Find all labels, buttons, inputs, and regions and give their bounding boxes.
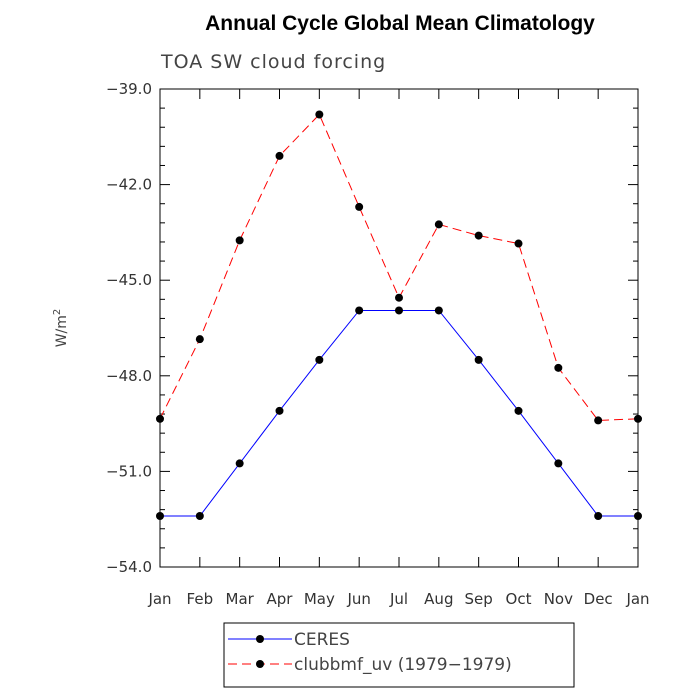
series-0-point (355, 306, 364, 315)
x-tick-label: Aug (424, 590, 453, 608)
x-tick-label: Nov (544, 590, 573, 608)
chart-title: Annual Cycle Global Mean Climatology (205, 12, 595, 35)
legend-box (223, 622, 575, 688)
legend: CERES clubbmf_uv (1979−1979) (223, 622, 575, 688)
series-0-point (514, 406, 523, 415)
x-tick-label: Dec (584, 590, 613, 608)
series-0-point (395, 306, 403, 315)
series-0-point (434, 306, 443, 315)
y-tick-label: −42.0 (106, 176, 152, 194)
y-tick-label: −48.0 (106, 367, 152, 385)
series-1-point (514, 239, 523, 248)
series-1-point (594, 416, 603, 425)
series-1-point (156, 414, 164, 423)
series-1-point (434, 220, 443, 229)
series-0-point (634, 512, 642, 521)
series-line-1 (159, 113, 639, 421)
y-tick-label: −54.0 (106, 558, 152, 576)
series-1-point (235, 236, 244, 245)
x-tick-label: Jul (389, 590, 408, 608)
y-axis-label-superscript: 2 (52, 309, 63, 315)
legend-label-1: clubbmf_uv (1979−1979) (294, 655, 512, 675)
series-1-point (395, 293, 403, 302)
series-1-point (195, 335, 204, 344)
plot-area: −39.0 −42.0 −45.0 −48.0 −51.0 −54.0 Jan Feb Mar A… (106, 80, 650, 608)
y-tick-label: −51.0 (106, 462, 152, 480)
legend-marker-1 (256, 660, 264, 668)
series-0-point (594, 512, 603, 521)
x-tick-label: Feb (187, 590, 214, 608)
x-tick-label: Jun (346, 590, 370, 608)
y-tick-label: −39.0 (106, 80, 152, 98)
series-1-point (315, 110, 324, 119)
series-1-point (474, 231, 483, 240)
series-0-point (156, 512, 164, 521)
y-axis-label: W/m2 (52, 309, 70, 348)
x-tick-label: May (304, 590, 335, 608)
x-tick-label: Sep (465, 590, 493, 608)
x-tick-label: Jan (147, 590, 171, 608)
series-1-point (275, 151, 284, 160)
series-1-point (634, 414, 642, 423)
x-tick-label: Mar (226, 590, 255, 608)
legend-label-0: CERES (294, 630, 350, 650)
series-0-point (315, 355, 324, 364)
series-1-point (355, 202, 364, 211)
y-axis-label-text: W/m (54, 315, 70, 347)
series-0-point (554, 459, 563, 468)
plot-frame (159, 88, 639, 568)
legend-marker-0 (256, 635, 264, 643)
chart-subtitle: TOA SW cloud forcing (160, 51, 386, 73)
y-tick-label: −45.0 (106, 271, 152, 289)
x-tick-label: Jan (625, 590, 649, 608)
x-tick-label: Apr (267, 590, 294, 608)
series-0-point (275, 406, 284, 415)
series-0-point (195, 512, 204, 521)
series-1-point (554, 363, 563, 372)
series-line-0 (160, 309, 638, 517)
x-tick-label: Oct (506, 590, 532, 608)
series-0-point (474, 355, 483, 364)
series-0-point (235, 459, 244, 468)
